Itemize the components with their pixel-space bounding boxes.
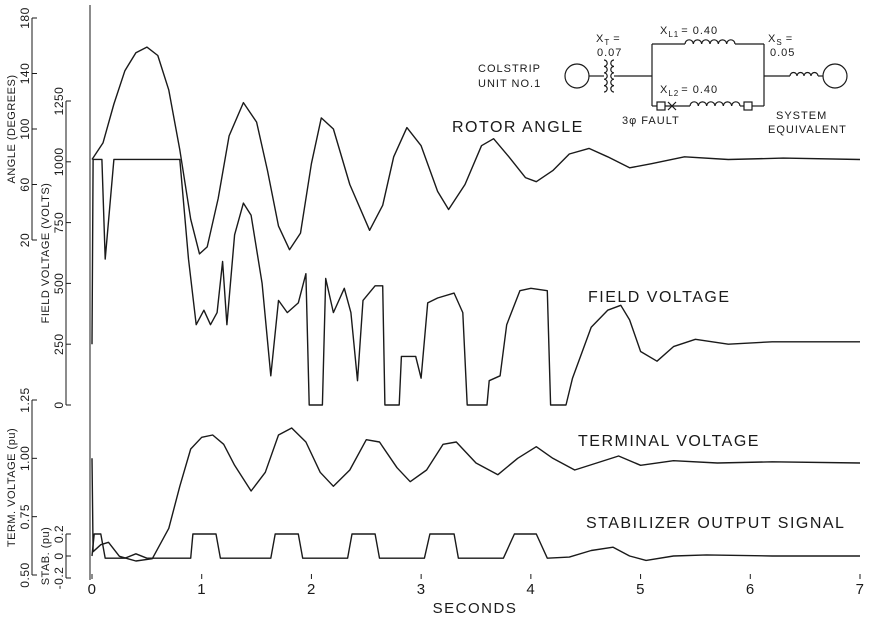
y-tick-label: 60 — [18, 177, 32, 191]
fault-mark — [667, 101, 677, 111]
y-axis-label: FIELD VOLTAGE (VOLTS) — [40, 183, 52, 324]
xs-symbol: X — [768, 33, 776, 45]
inductor — [789, 71, 819, 77]
inductor — [684, 39, 736, 45]
xt-label: XT = — [596, 33, 621, 47]
transformer-winding — [610, 59, 615, 93]
x-tick-label: 5 — [636, 581, 645, 598]
y-tick-label: -0.2 — [52, 567, 66, 590]
y-axis-label: TERM. VOLTAGE (pu) — [6, 428, 18, 547]
y-tick-label: 180 — [18, 7, 32, 29]
y-tick-label: 0.2 — [52, 525, 66, 543]
xs-sub: S — [776, 38, 782, 47]
xl2-value: = 0.40 — [681, 84, 718, 96]
transformer-winding — [603, 59, 608, 93]
x-axis-label: SECONDS — [433, 600, 518, 617]
y-tick-label: 0 — [52, 401, 66, 408]
x-tick-label: 6 — [746, 581, 755, 598]
y-tick-label: 1250 — [52, 87, 66, 116]
inductor — [689, 101, 741, 107]
y-tick-label: 500 — [52, 273, 66, 295]
x-tick-label: 7 — [856, 581, 865, 598]
system-label: EQUIVALENT — [768, 124, 847, 136]
y-tick-label: 140 — [18, 63, 32, 85]
trace-annotation: STABILIZER OUTPUT SIGNAL — [586, 515, 845, 532]
y-tick-label: 0.50 — [18, 562, 32, 587]
y-axis-label: ANGLE (DEGREES) — [6, 75, 18, 184]
xt-sub: T — [604, 38, 610, 47]
y-tick-label: 0.75 — [18, 504, 32, 529]
y-tick-label: 250 — [52, 333, 66, 355]
generator-label: UNIT NO.1 — [478, 78, 541, 90]
xl1-value: = 0.40 — [681, 25, 718, 37]
x-tick-label: 4 — [526, 581, 535, 598]
xl1-symbol: X — [660, 25, 668, 37]
x-tick-label: 0 — [88, 581, 97, 598]
trace-annotation: FIELD VOLTAGE — [588, 289, 731, 306]
xt-value: 0.07 — [597, 47, 622, 59]
trace-annotation: ROTOR ANGLE — [452, 119, 584, 136]
system-source — [822, 63, 848, 89]
x-tick-label: 1 — [197, 581, 206, 598]
trace — [91, 158, 860, 406]
x-tick-label: 3 — [417, 581, 426, 598]
y-tick-label: 100 — [18, 118, 32, 140]
trace — [91, 427, 861, 562]
trace — [91, 46, 861, 255]
system-label: SYSTEM — [776, 110, 827, 122]
y-tick-label: 1.00 — [18, 446, 32, 471]
breaker — [656, 101, 666, 111]
y-tick-label: 0 — [52, 552, 66, 559]
trace — [91, 533, 860, 562]
xt-symbol: X — [596, 33, 604, 45]
breaker — [743, 101, 753, 111]
generator — [564, 63, 590, 89]
trace-annotation: TERMINAL VOLTAGE — [578, 433, 760, 450]
xl1-sub: L1 — [668, 30, 679, 39]
x-tick-label: 2 — [307, 581, 316, 598]
xl2-sub: L2 — [668, 89, 679, 98]
xl2-symbol: X — [660, 84, 668, 96]
xt-eq: = — [613, 33, 620, 45]
fault-label: 3φ FAULT — [622, 115, 680, 127]
y-tick-label: 20 — [18, 233, 32, 247]
generator-label: COLSTRIP — [478, 63, 541, 75]
y-tick-label: 750 — [52, 212, 66, 234]
y-axis-label: STAB. (pu) — [40, 527, 52, 586]
xl1-label: XL1 = 0.40 — [660, 25, 718, 39]
xs-eq: = — [786, 33, 793, 45]
y-tick-label: 1.25 — [18, 387, 32, 412]
xl2-label: XL2 = 0.40 — [660, 84, 718, 98]
y-tick-label: 1000 — [52, 147, 66, 176]
xs-label: XS = — [768, 33, 793, 47]
xs-value: 0.05 — [770, 47, 795, 59]
